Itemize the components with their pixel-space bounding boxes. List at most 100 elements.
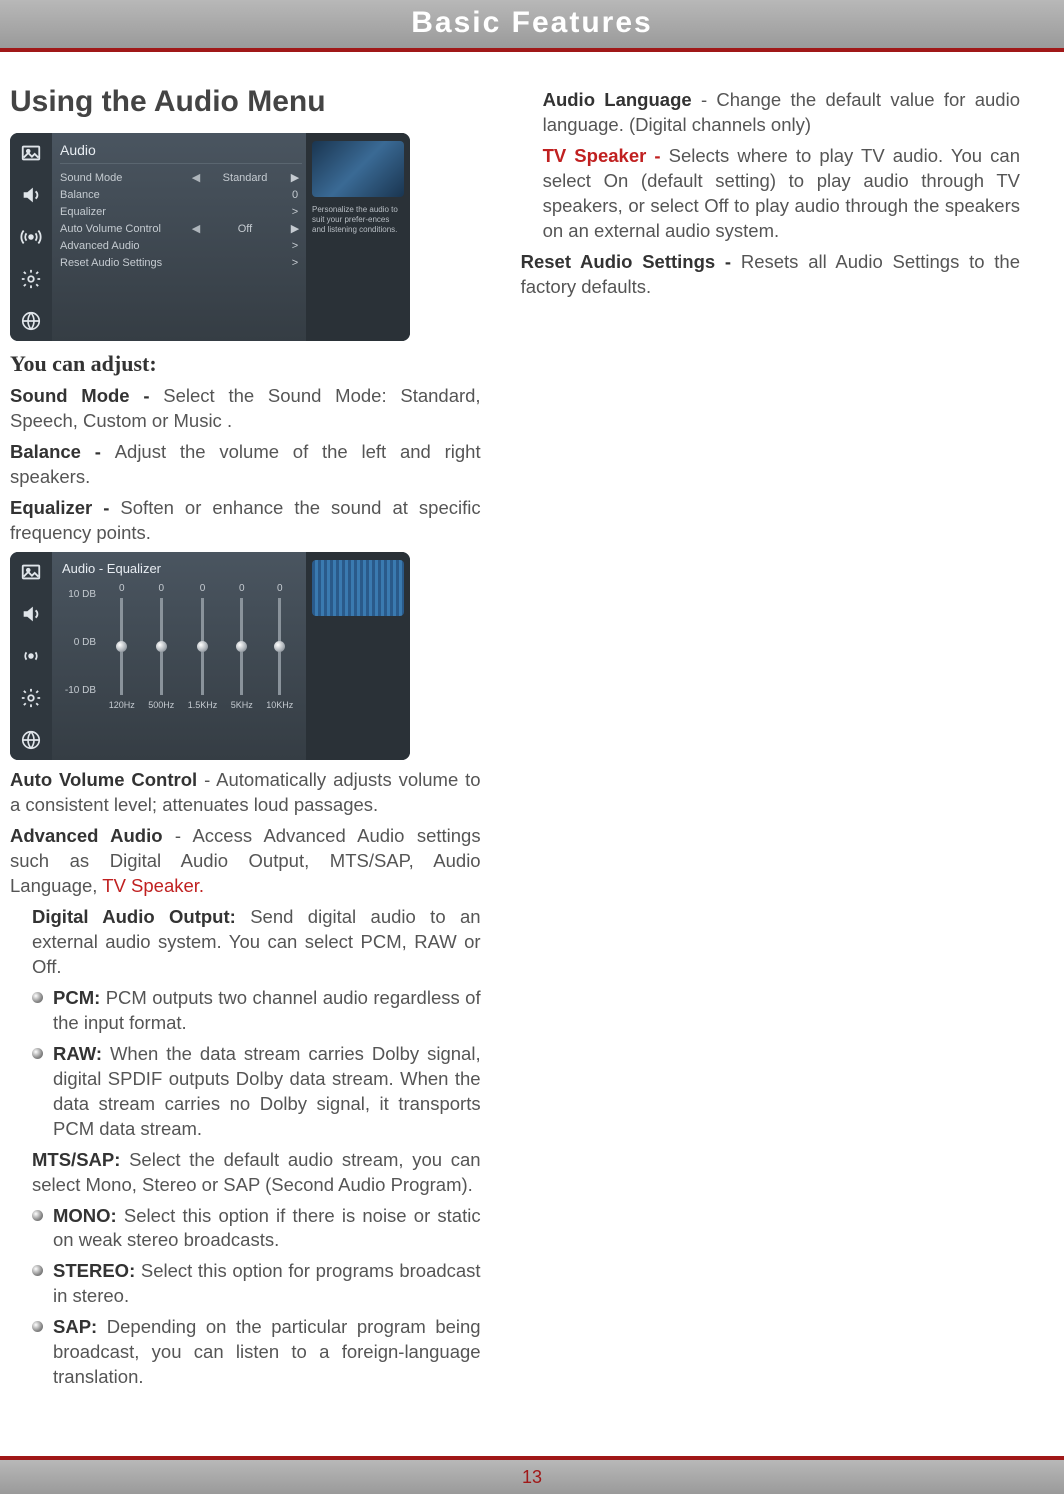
picture-icon [19,560,43,584]
eq-y-neg10db: -10 DB [58,684,96,698]
eq-band-value: 0 [119,582,125,596]
bullet-icon [32,1210,43,1221]
eq-slider-track[interactable] [120,598,123,696]
audio-icon [19,602,43,626]
audio-icon [19,183,43,207]
osd-eq-side [306,552,410,760]
osd-menu-row[interactable]: Advanced Audio> [60,238,302,255]
equalizer-lead: Equalizer - [10,497,120,518]
sap-bullet: SAP: Depending on the particular program… [32,1315,481,1390]
audio-lang-lead: Audio Language [543,89,692,110]
osd-eq-preview-image [312,560,404,616]
stereo-desc: STEREO: Select this option for programs … [53,1259,481,1309]
sap-lead: SAP: [53,1316,107,1337]
bullet-icon [32,1265,43,1276]
bullet-icon [32,1321,43,1332]
page-header: Basic Features [0,0,1064,52]
header-title: Basic Features [0,6,1064,40]
osd-menu-row[interactable]: Reset Audio Settings> [60,255,302,272]
reset-audio-desc: Reset Audio Settings - Resets all Audio … [521,250,1020,300]
pcm-bullet: PCM: PCM outputs two channel audio regar… [32,986,481,1036]
settings-icon [19,267,43,291]
right-column: Audio Language - Change the default valu… [521,82,1020,1396]
sound-mode-lead: Sound Mode - [10,385,163,406]
mono-bullet: MONO: Select this option if there is noi… [32,1204,481,1254]
eq-slider-knob[interactable] [197,641,208,652]
osd-menu-row[interactable]: Balance 0 [60,187,302,204]
osd-menu-row[interactable]: Auto Volume Control◀Off▶ [60,221,302,238]
tv-speaker-desc: TV Speaker - Selects where to play TV au… [543,144,1020,244]
osd-eq-title: Audio - Equalizer [58,560,300,578]
sound-mode-desc: Sound Mode - Select the Sound Mode: Stan… [10,384,481,434]
adv-text-red: TV Speaker. [102,875,204,896]
equalizer-desc: Equalizer - Soften or enhance the sound … [10,496,481,546]
bullet-icon [32,1048,43,1059]
raw-bullet: RAW: When the data stream carries Dolby … [32,1042,481,1142]
pcm-lead: PCM: [53,987,106,1008]
osd-icon-rail [10,133,52,341]
section-title: Using the Audio Menu [10,82,481,123]
osd-equalizer: Audio - Equalizer 10 DB 0 DB -10 DB 0 120… [10,552,410,760]
sap-text: Depending on the particular program bein… [53,1316,481,1387]
eq-slider-knob[interactable] [156,641,167,652]
osd-menu-row[interactable]: Sound Mode◀Standard▶ [60,170,302,187]
osd-row-label: Balance [60,188,190,203]
eq-band-freq: 500Hz [148,699,174,711]
balance-desc: Balance - Adjust the volume of the left … [10,440,481,490]
eq-band-value: 0 [239,582,245,596]
osd-main-panel: Audio Sound Mode◀Standard▶Balance0Equali… [52,133,306,341]
eq-slider-track[interactable] [201,598,204,696]
eq-slider-track[interactable] [278,598,281,696]
balance-lead: Balance - [10,441,115,462]
eq-yaxis: 10 DB 0 DB -10 DB [58,582,102,712]
osd-row-label: Auto Volume Control [60,222,190,237]
eq-slider-knob[interactable] [274,641,285,652]
eq-band-freq: 10KHz [266,699,293,711]
page-footer: 13 [0,1456,1064,1494]
eq-slider-track[interactable] [160,598,163,696]
raw-text: When the data stream carries Dolby signa… [53,1043,481,1139]
osd-menu-row[interactable]: Equalizer> [60,204,302,221]
eq-band[interactable]: 05KHz [231,582,253,712]
eq-slider-track[interactable] [240,598,243,696]
eq-band[interactable]: 010KHz [266,582,293,712]
left-arrow-icon: ◀ [190,222,202,237]
osd-row-value: Standard [202,171,288,186]
osd-eq-body: Audio - Equalizer 10 DB 0 DB -10 DB 0 120… [52,552,306,760]
bullet-icon [32,992,43,1003]
mts-lead: MTS/SAP: [32,1149,129,1170]
mono-desc: MONO: Select this option if there is noi… [53,1204,481,1254]
page-number: 13 [522,1467,542,1488]
osd-row-label: Advanced Audio [60,239,190,254]
osd-row-value: Off [202,222,288,237]
network-icon [19,225,43,249]
content-area: Using the Audio Menu Audio Sound Mode◀St… [0,52,1064,1456]
eq-slider-knob[interactable] [116,641,127,652]
adv-lead: Advanced Audio [10,825,163,846]
tvspk-lead: TV Speaker - [543,145,669,166]
osd-side-panel: Personalize the audio to suit your prefe… [306,133,410,341]
osd-title: Audio [60,141,302,165]
network-icon [19,644,43,668]
right-arrow-icon: ▶ [288,171,302,186]
eq-band[interactable]: 0500Hz [148,582,174,712]
settings-icon [19,686,43,710]
eq-band[interactable]: 0 120Hz [109,582,135,712]
globe-icon [19,309,43,333]
osd-eq-icon-rail [10,552,52,760]
right-arrow-icon: > [288,205,302,220]
eq-bars: 0120Hz0500Hz01.5KHz05KHz010KHz [102,582,300,712]
avc-lead: Auto Volume Control [10,769,197,790]
osd-row-label: Sound Mode [60,171,190,186]
eq-grid: 10 DB 0 DB -10 DB 0120Hz0500Hz01.5KHz05K… [58,582,300,712]
stereo-bullet: STEREO: Select this option for programs … [32,1259,481,1309]
osd-rows: Sound Mode◀Standard▶Balance0Equalizer>Au… [60,170,302,271]
eq-slider-knob[interactable] [236,641,247,652]
right-arrow-icon: 0 [288,188,302,203]
reset-lead: Reset Audio Settings - [521,251,741,272]
eq-y-10db: 10 DB [58,588,96,602]
eq-band-freq: 120Hz [109,699,135,711]
eq-band[interactable]: 01.5KHz [188,582,218,712]
osd-help-text: Personalize the audio to suit your prefe… [312,205,404,235]
raw-lead: RAW: [53,1043,110,1064]
